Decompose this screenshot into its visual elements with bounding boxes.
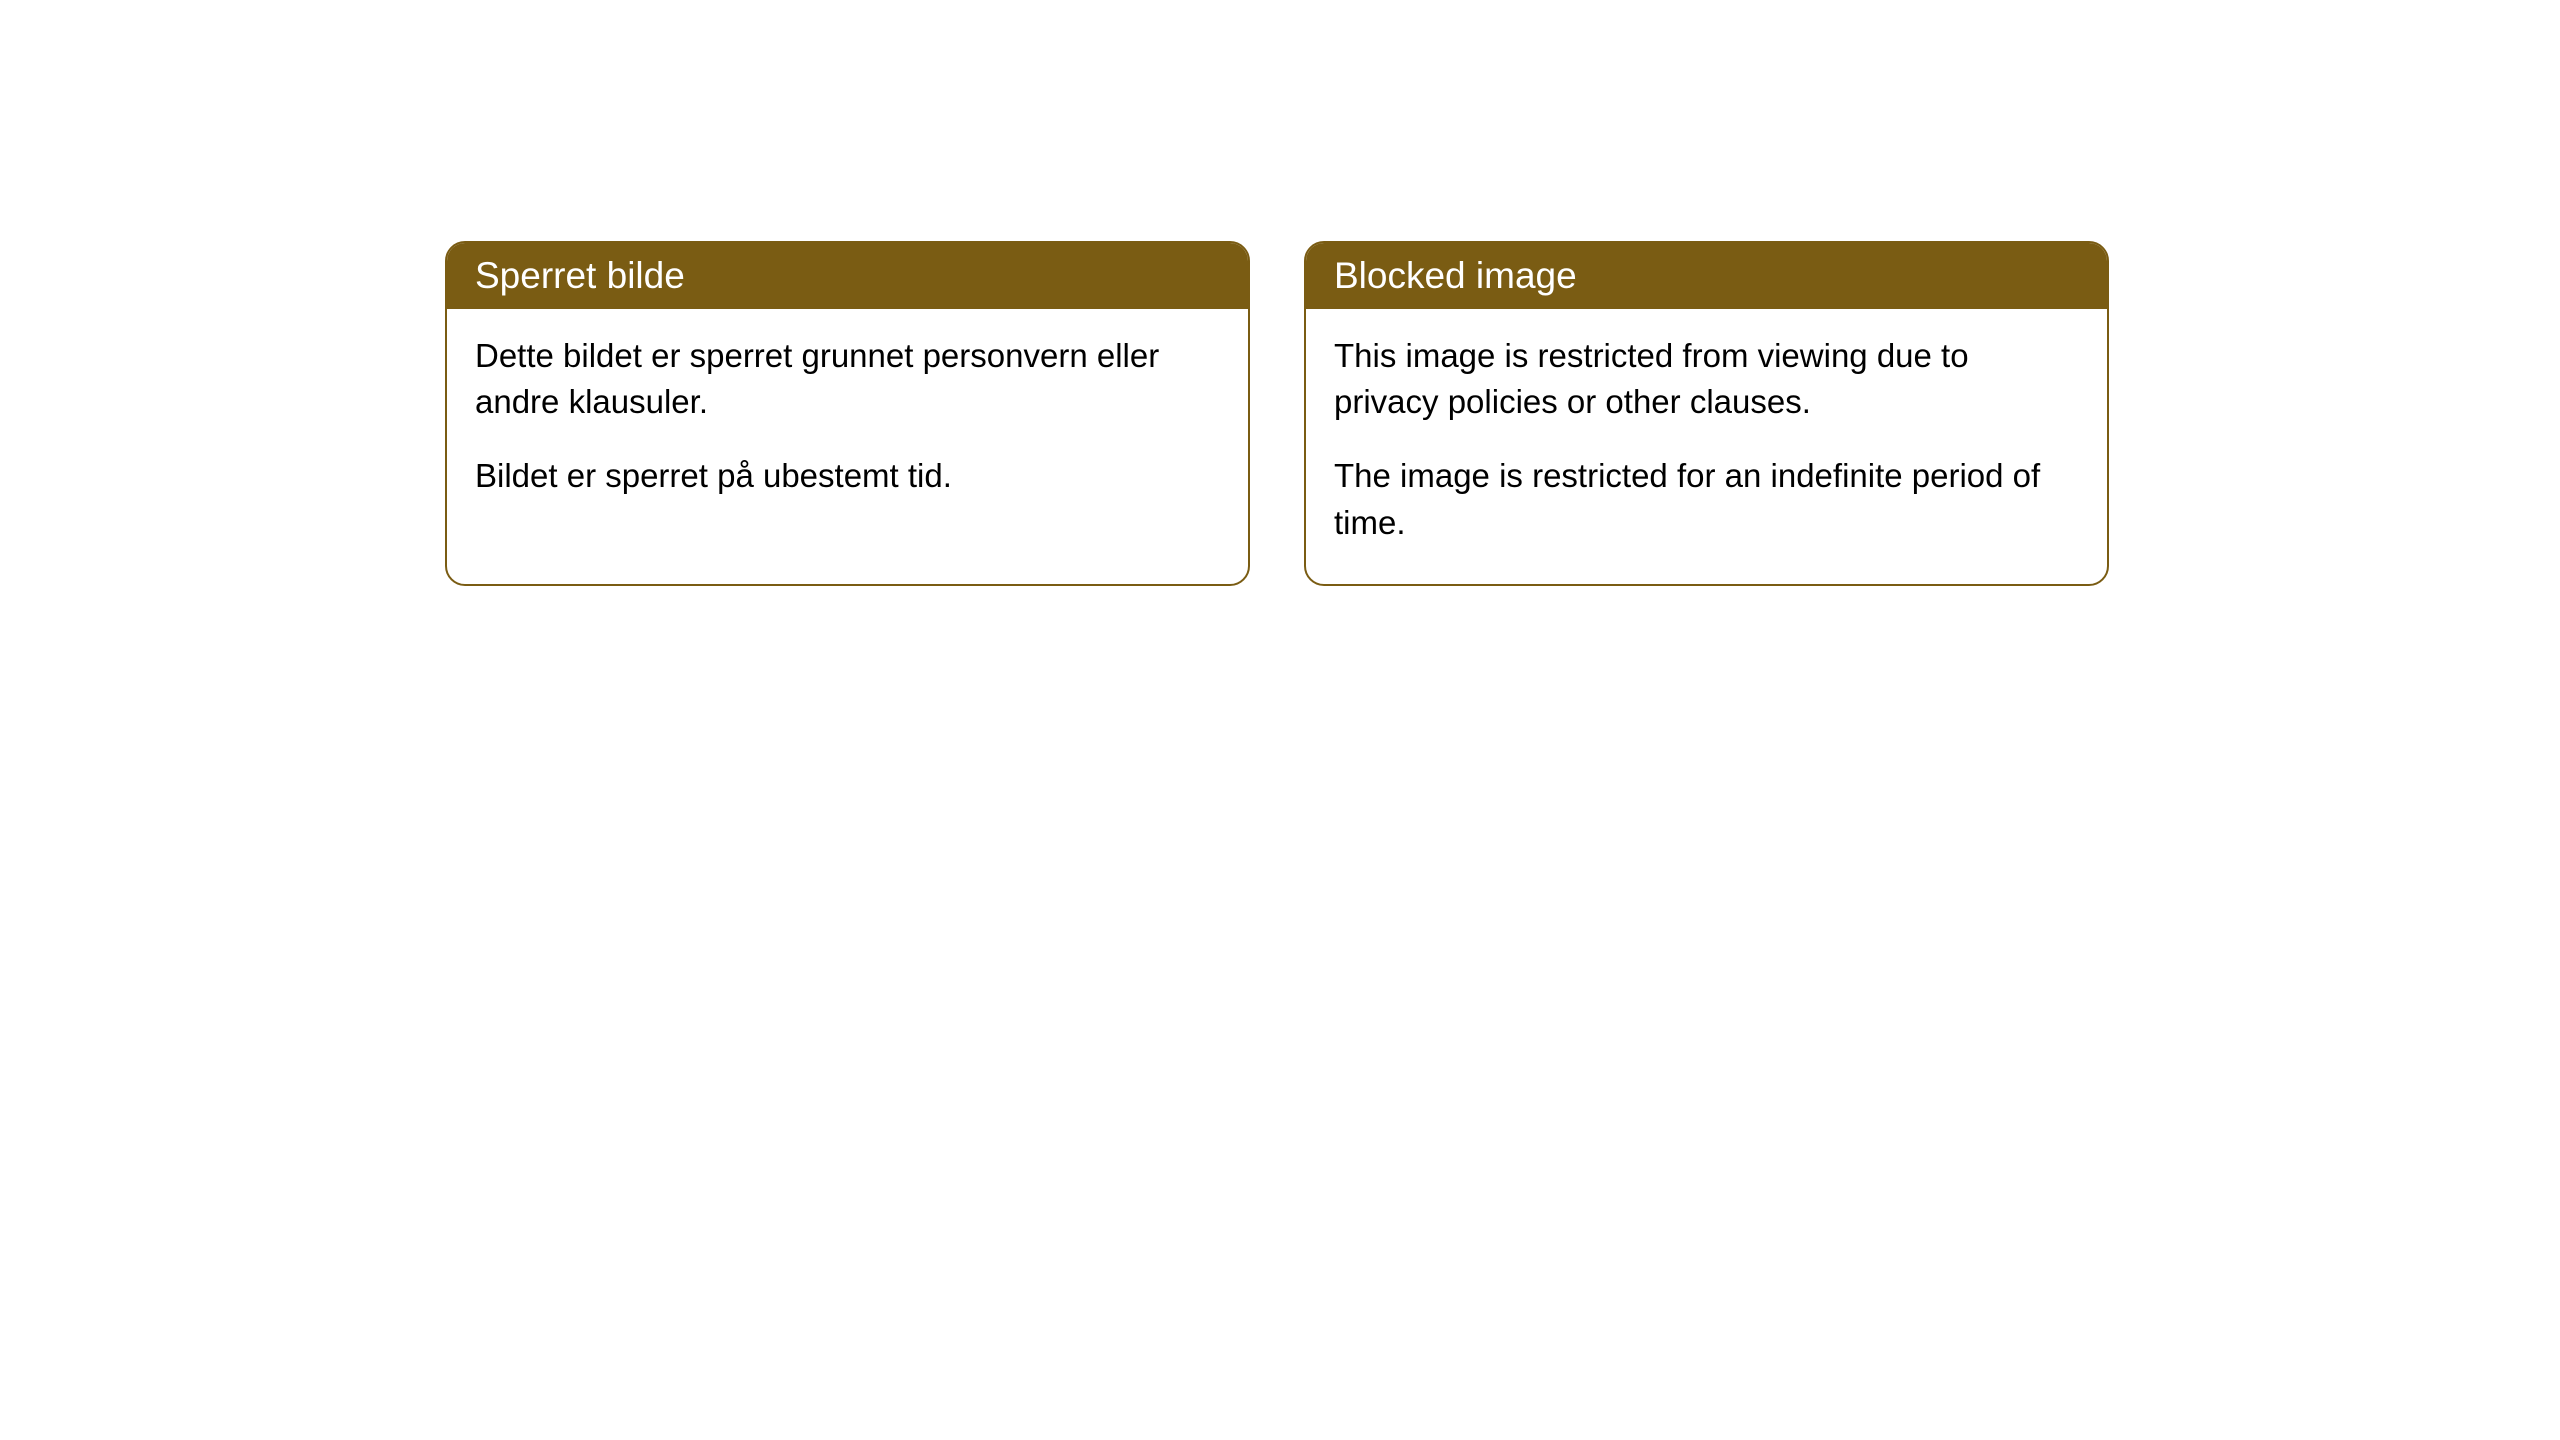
card-paragraph-2: Bildet er sperret på ubestemt tid. [475, 453, 1220, 499]
card-title: Blocked image [1334, 255, 1577, 296]
card-header-norwegian: Sperret bilde [447, 243, 1248, 309]
card-paragraph-1: Dette bildet er sperret grunnet personve… [475, 333, 1220, 425]
notice-card-english: Blocked image This image is restricted f… [1304, 241, 2109, 586]
card-paragraph-2: The image is restricted for an indefinit… [1334, 453, 2079, 545]
card-header-english: Blocked image [1306, 243, 2107, 309]
card-body-english: This image is restricted from viewing du… [1306, 309, 2107, 584]
notice-card-norwegian: Sperret bilde Dette bildet er sperret gr… [445, 241, 1250, 586]
notice-cards-container: Sperret bilde Dette bildet er sperret gr… [0, 0, 2560, 586]
card-title: Sperret bilde [475, 255, 685, 296]
card-paragraph-1: This image is restricted from viewing du… [1334, 333, 2079, 425]
card-body-norwegian: Dette bildet er sperret grunnet personve… [447, 309, 1248, 538]
